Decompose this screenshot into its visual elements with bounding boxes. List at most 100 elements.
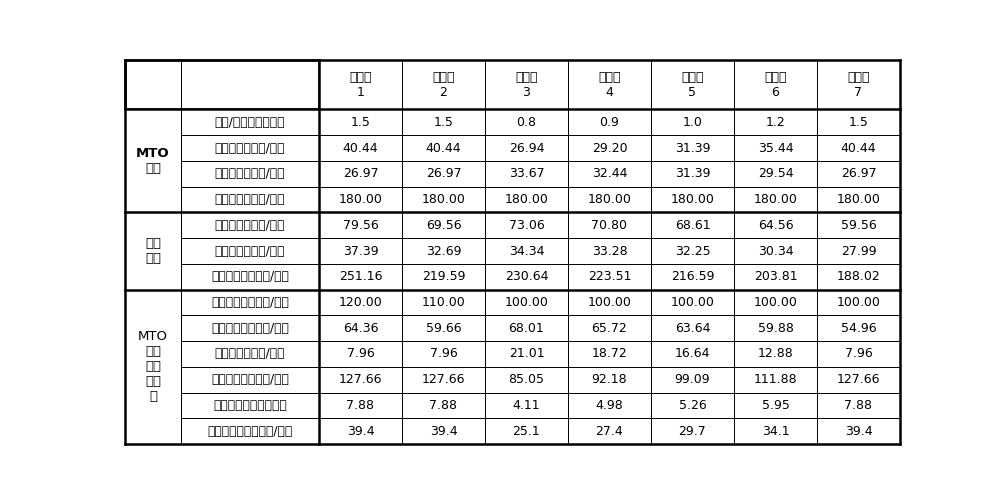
Bar: [817, 213, 900, 238]
Bar: [402, 161, 485, 187]
Text: 25.1: 25.1: [513, 425, 540, 438]
Text: 127.66: 127.66: [837, 373, 880, 386]
Bar: [402, 187, 485, 213]
Bar: [817, 289, 900, 315]
Bar: [651, 264, 734, 289]
Bar: [181, 341, 319, 367]
Text: 37.39: 37.39: [343, 245, 378, 257]
Bar: [651, 60, 734, 109]
Text: 59.88: 59.88: [758, 322, 793, 335]
Text: 实施例
7: 实施例 7: [847, 71, 870, 99]
Bar: [181, 213, 319, 238]
Text: 64.36: 64.36: [343, 322, 378, 335]
Bar: [402, 264, 485, 289]
Bar: [181, 109, 319, 135]
Bar: [817, 135, 900, 161]
Text: 7.96: 7.96: [845, 347, 872, 360]
Bar: [485, 264, 568, 289]
Text: 27.99: 27.99: [841, 245, 876, 257]
Text: 增产丙烯（万吨/年）: 增产丙烯（万吨/年）: [215, 347, 285, 360]
Bar: [568, 418, 651, 444]
Text: 40.44: 40.44: [841, 142, 876, 155]
Text: 26.94: 26.94: [509, 142, 544, 155]
Text: 33.28: 33.28: [592, 245, 627, 257]
Bar: [817, 238, 900, 264]
Bar: [125, 213, 181, 289]
Text: 1.5: 1.5: [434, 116, 453, 129]
Text: 68.01: 68.01: [509, 322, 544, 335]
Bar: [651, 289, 734, 315]
Bar: [402, 315, 485, 341]
Bar: [319, 187, 402, 213]
Bar: [734, 367, 817, 393]
Text: 100.00: 100.00: [505, 296, 548, 309]
Bar: [319, 393, 402, 418]
Text: 26.97: 26.97: [343, 167, 378, 180]
Text: 实施例
1: 实施例 1: [349, 71, 372, 99]
Bar: [181, 135, 319, 161]
Text: 39.4: 39.4: [347, 425, 374, 438]
Bar: [402, 213, 485, 238]
Bar: [651, 213, 734, 238]
Text: 7.88: 7.88: [844, 399, 872, 412]
Bar: [485, 367, 568, 393]
Bar: [319, 367, 402, 393]
Text: 4.98: 4.98: [596, 399, 623, 412]
Text: 59.56: 59.56: [841, 219, 876, 232]
Bar: [734, 161, 817, 187]
Text: 32.69: 32.69: [426, 245, 461, 257]
Text: 40.44: 40.44: [426, 142, 461, 155]
Text: 100.00: 100.00: [754, 296, 797, 309]
Bar: [568, 341, 651, 367]
Text: 5.95: 5.95: [762, 399, 789, 412]
Bar: [817, 315, 900, 341]
Bar: [319, 264, 402, 289]
Text: 34.1: 34.1: [762, 425, 789, 438]
Text: 180.00: 180.00: [754, 193, 797, 206]
Bar: [319, 109, 402, 135]
Bar: [181, 264, 319, 289]
Bar: [181, 161, 319, 187]
Text: 100.00: 100.00: [837, 296, 880, 309]
Text: 32.44: 32.44: [592, 167, 627, 180]
Text: 31.39: 31.39: [675, 167, 710, 180]
Text: 实施例
4: 实施例 4: [598, 71, 621, 99]
Text: 219.59: 219.59: [422, 270, 465, 283]
Bar: [817, 393, 900, 418]
Text: 1.2: 1.2: [766, 116, 785, 129]
Bar: [568, 264, 651, 289]
Bar: [485, 341, 568, 367]
Text: 39.4: 39.4: [430, 425, 457, 438]
Bar: [817, 341, 900, 367]
Bar: [817, 187, 900, 213]
Bar: [485, 187, 568, 213]
Bar: [402, 418, 485, 444]
Bar: [568, 393, 651, 418]
Bar: [485, 238, 568, 264]
Text: 63.64: 63.64: [675, 322, 710, 335]
Bar: [817, 60, 900, 109]
Text: 18.72: 18.72: [592, 347, 627, 360]
Text: 实施例
5: 实施例 5: [681, 71, 704, 99]
Text: 127.66: 127.66: [422, 373, 465, 386]
Text: 203.81: 203.81: [754, 270, 797, 283]
Bar: [402, 238, 485, 264]
Bar: [485, 393, 568, 418]
Text: 实施例
6: 实施例 6: [764, 71, 787, 99]
Bar: [181, 367, 319, 393]
Bar: [319, 60, 402, 109]
Text: 实施例
3: 实施例 3: [515, 71, 538, 99]
Bar: [568, 161, 651, 187]
Bar: [568, 187, 651, 213]
Text: 70.80: 70.80: [591, 219, 627, 232]
Bar: [485, 315, 568, 341]
Bar: [485, 135, 568, 161]
Bar: [568, 60, 651, 109]
Bar: [319, 238, 402, 264]
Bar: [485, 60, 568, 109]
Text: 7.96: 7.96: [430, 347, 457, 360]
Text: 32.25: 32.25: [675, 245, 710, 257]
Bar: [319, 161, 402, 187]
Text: 180.00: 180.00: [588, 193, 631, 206]
Bar: [734, 187, 817, 213]
